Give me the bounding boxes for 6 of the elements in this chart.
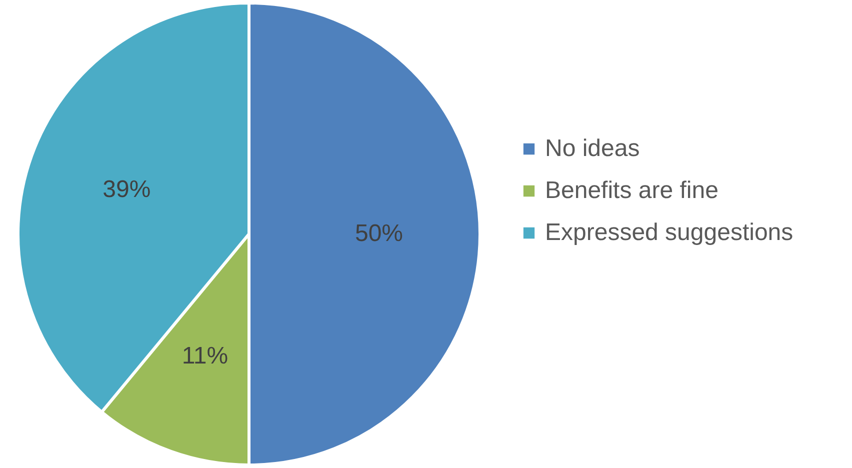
legend-label: Expressed suggestions bbox=[545, 219, 794, 246]
data-label: 50% bbox=[354, 220, 404, 247]
data-label: 11% bbox=[182, 342, 228, 370]
legend-label: No ideas bbox=[545, 135, 640, 162]
legend-label: Benefits are fine bbox=[545, 177, 718, 204]
data-label: 39% bbox=[102, 176, 151, 203]
